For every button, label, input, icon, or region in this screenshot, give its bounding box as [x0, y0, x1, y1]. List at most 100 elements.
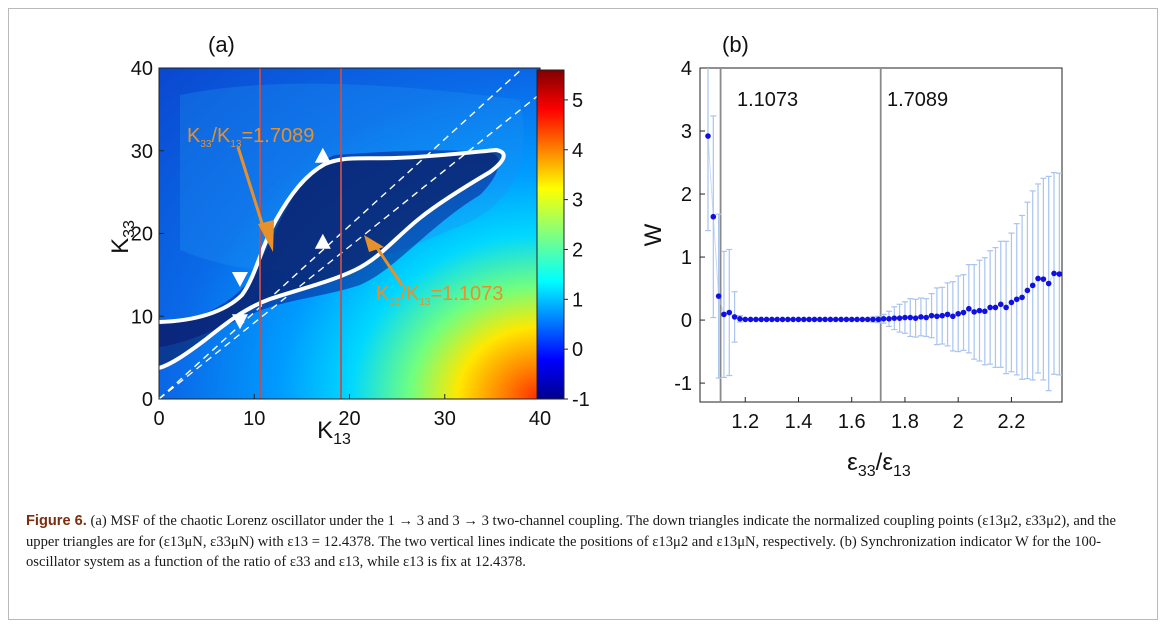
triangle-markers [231, 147, 331, 330]
data-point [731, 314, 738, 320]
down-triangle [231, 314, 248, 330]
data-point [838, 316, 844, 323]
tick-label: 10 [243, 408, 265, 430]
data-point [1008, 299, 1015, 306]
panel-b-ylabel: W [640, 223, 667, 246]
guide-line-1p1073 [159, 93, 540, 399]
tick-label: 0 [572, 339, 583, 361]
tick-label: 10 [131, 306, 153, 328]
data-point [758, 316, 765, 323]
data-point [950, 313, 956, 320]
data-point [997, 301, 1004, 308]
tick-label: 0 [153, 408, 164, 430]
data-point [747, 316, 754, 323]
tick-label: 30 [131, 141, 153, 163]
figure-label: Figure 6. [26, 513, 87, 529]
tick-label: 1.8 [891, 411, 919, 433]
data-point [891, 315, 898, 321]
data-point [769, 316, 775, 323]
tick-label: 3 [681, 121, 692, 143]
tick-label: 2.2 [998, 411, 1026, 433]
data-point [1024, 287, 1031, 294]
caption-text: (a) MSF of the chaotic Lorenz oscillator… [26, 513, 1116, 570]
tick-label: 2 [572, 239, 583, 261]
tick-label: 1 [572, 289, 583, 311]
data-point [710, 213, 717, 220]
figure-caption: Figure 6. (a) MSF of the chaotic Lorenz … [26, 511, 1141, 573]
tick-label: 20 [338, 408, 360, 430]
data-point [726, 309, 733, 316]
data-point [843, 316, 850, 323]
colorbar [536, 69, 565, 400]
data-point [753, 316, 759, 323]
tick-label: 2 [953, 411, 964, 433]
data-point [907, 314, 914, 321]
tick-label: 5 [572, 90, 583, 112]
panel-b-xlabel: ε33/ε13 [847, 449, 911, 480]
data-point [801, 316, 807, 323]
annotation-arrows [236, 146, 404, 286]
panel-b-x-ticks: 1.2 1.4 1.6 1.8 2 2.2 [731, 397, 1025, 433]
data-point [774, 316, 780, 323]
data-point [992, 304, 999, 311]
data-point [944, 311, 951, 318]
data-point [1040, 276, 1047, 282]
data-point [928, 312, 935, 319]
data-point [886, 316, 892, 322]
tick-label: 40 [529, 408, 551, 430]
data-point [715, 293, 722, 299]
data-point [923, 314, 930, 321]
data-point [806, 316, 812, 323]
annotation-arrowhead-lower [364, 235, 384, 252]
data-point [934, 313, 940, 320]
tick-label: 4 [572, 140, 583, 162]
data-point [1013, 296, 1020, 303]
data-point [779, 316, 786, 323]
data-point [1029, 282, 1036, 289]
tick-label: 1 [681, 247, 692, 269]
panel-a-ylabel: K33 [107, 220, 138, 254]
data-point [982, 308, 988, 315]
data-point [811, 316, 818, 323]
data-point [870, 316, 876, 323]
tick-label: 0 [142, 389, 153, 411]
data-point [785, 316, 791, 323]
tick-label: -1 [572, 389, 590, 411]
panel-a-x-ticks: 0 10 20 30 40 [153, 394, 551, 430]
panel-b-vertical-lines [719, 68, 882, 402]
data-point [742, 316, 749, 323]
figure-charts: (a) K33/K13=1.7089 K33/K13=1.1073 0 10 20 3… [107, 32, 1063, 480]
panel-a-y-ticks: 0 10 20 30 40 [131, 58, 164, 411]
tick-label: 40 [131, 58, 153, 80]
tick-label: -1 [674, 373, 692, 395]
data-point [822, 316, 828, 323]
tick-label: 1.4 [785, 411, 813, 433]
data-point [875, 316, 882, 323]
data-point [1045, 280, 1052, 287]
tick-label: 3 [572, 190, 583, 212]
data-point [1019, 294, 1025, 301]
panel-b-points [705, 133, 1062, 323]
data-point [896, 315, 903, 321]
data-point [880, 316, 887, 322]
annotation-arrow-lower [371, 241, 404, 286]
up-triangle [314, 233, 331, 249]
data-point [971, 309, 977, 315]
data-point [1056, 271, 1062, 277]
panel-a-label: (a) [208, 32, 235, 57]
data-point [827, 316, 834, 323]
tick-label: 30 [434, 408, 456, 430]
up-triangle [314, 147, 331, 163]
data-point [955, 310, 961, 317]
data-point [848, 316, 855, 323]
data-point [795, 316, 802, 323]
data-point [790, 316, 796, 323]
data-point [1003, 304, 1009, 311]
line-label-2: 1.7089 [887, 89, 948, 111]
tick-label: 1.6 [838, 411, 866, 433]
panel-b-label: (b) [722, 32, 749, 57]
data-point [705, 133, 711, 139]
data-point [960, 309, 967, 316]
tick-label: 20 [131, 224, 153, 246]
annotation-arrowhead-upper [258, 220, 274, 252]
